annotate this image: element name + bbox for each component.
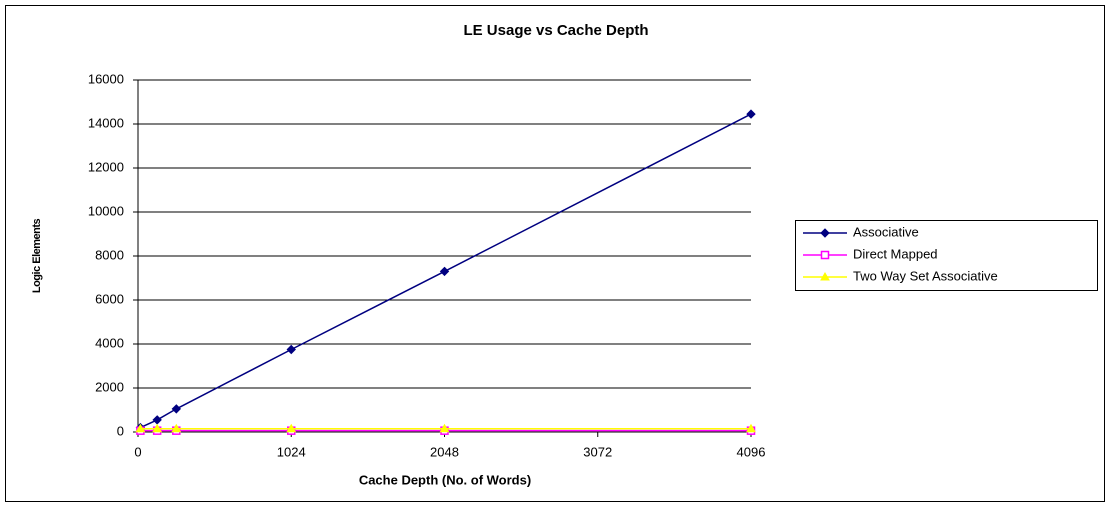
y-axis-label: Logic Elements [31,218,43,293]
x-tick-label: 1024 [277,444,306,459]
y-tick-label: 2000 [95,379,124,394]
chart-title: LE Usage vs Cache Depth [463,22,648,39]
x-tick-label: 4096 [737,444,766,459]
y-tick-label: 12000 [88,159,124,174]
legend-label: Associative [853,224,919,239]
marker [820,250,830,260]
y-tick-label: 0 [117,423,124,438]
marker [286,344,296,355]
marker [171,404,182,414]
legend-label: Direct Mapped [853,246,938,261]
marker [152,423,163,433]
y-tick-label: 16000 [88,71,124,86]
marker [439,266,450,277]
marker [820,271,830,281]
marker [135,423,146,433]
legend-label: Two Way Set Associative [853,268,998,283]
y-tick-label: 10000 [88,203,124,218]
marker [439,423,450,433]
marker [746,423,756,433]
marker [820,228,830,238]
y-tick-label: 4000 [95,335,124,350]
x-axis-label: Cache Depth (No. of Words) [359,472,531,487]
marker [171,423,182,433]
x-tick-label: 2048 [430,444,459,459]
y-tick-label: 6000 [95,291,124,306]
x-tick-label: 0 [134,444,141,459]
y-tick-label: 8000 [95,247,124,262]
marker [286,423,297,433]
y-tick-label: 14000 [88,115,124,130]
x-tick-label: 3072 [583,444,612,459]
marker [746,109,756,119]
